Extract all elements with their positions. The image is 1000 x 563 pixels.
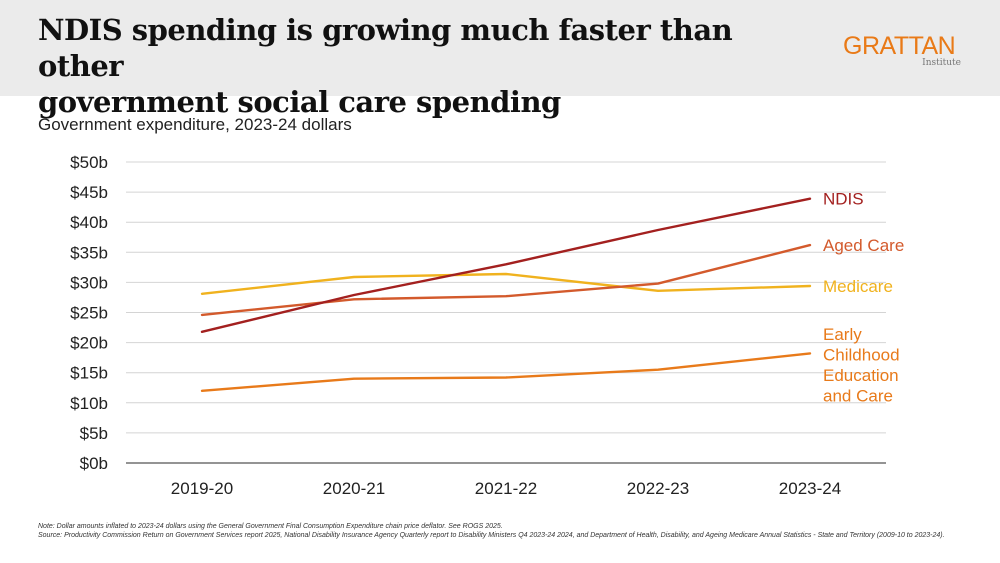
y-tick-label: $25b bbox=[70, 304, 108, 323]
logo-wordmark: GRATTAN bbox=[843, 32, 956, 60]
series-line-early-childhood-education-and-care bbox=[200, 352, 812, 392]
x-tick-label: 2022-23 bbox=[627, 479, 689, 498]
grattan-logo: GRATTAN Institute bbox=[843, 33, 963, 68]
y-tick-label: $35b bbox=[70, 243, 108, 262]
x-tick-label: 2019-20 bbox=[171, 479, 233, 498]
y-tick-label: $5b bbox=[80, 424, 108, 443]
header-band bbox=[0, 0, 1000, 96]
series-line-medicare bbox=[200, 272, 812, 295]
y-tick-label: $40b bbox=[70, 213, 108, 232]
y-tick-label: $0b bbox=[80, 454, 108, 473]
series-label: Childhood bbox=[823, 346, 900, 365]
series-label: Medicare bbox=[823, 277, 893, 296]
series-label: and Care bbox=[823, 387, 893, 406]
chart-subtitle: Government expenditure, 2023-24 dollars bbox=[38, 115, 352, 134]
footnotes: Note: Dollar amounts inflated to 2023-24… bbox=[38, 522, 968, 540]
series-line-aged-care bbox=[200, 243, 812, 317]
logo-subtitle: Institute bbox=[922, 58, 961, 68]
note-text: Note: Dollar amounts inflated to 2023-24… bbox=[38, 523, 503, 530]
y-tick-label: $15b bbox=[70, 364, 108, 383]
title-line-1: NDIS spending is growing much faster tha… bbox=[38, 13, 733, 83]
series-line-ndis bbox=[200, 197, 812, 333]
series-label: NDIS bbox=[823, 190, 864, 209]
x-tick-label: 2021-22 bbox=[475, 479, 537, 498]
x-tick-label: 2023-24 bbox=[779, 479, 841, 498]
series-label: Aged Care bbox=[823, 236, 904, 255]
x-tick-label: 2020-21 bbox=[323, 479, 385, 498]
y-tick-label: $45b bbox=[70, 183, 108, 202]
y-tick-label: $10b bbox=[70, 394, 108, 413]
page-title: NDIS spending is growing much faster tha… bbox=[38, 12, 818, 120]
y-tick-label: $20b bbox=[70, 334, 108, 353]
series-label: Education bbox=[823, 366, 899, 385]
title-line-2: government social care spending bbox=[38, 85, 561, 119]
y-tick-label: $50b bbox=[70, 153, 108, 172]
source-text: Source: Productivity Commission Return o… bbox=[38, 532, 945, 539]
y-tick-label: $30b bbox=[70, 273, 108, 292]
series-label: Early bbox=[823, 325, 862, 344]
